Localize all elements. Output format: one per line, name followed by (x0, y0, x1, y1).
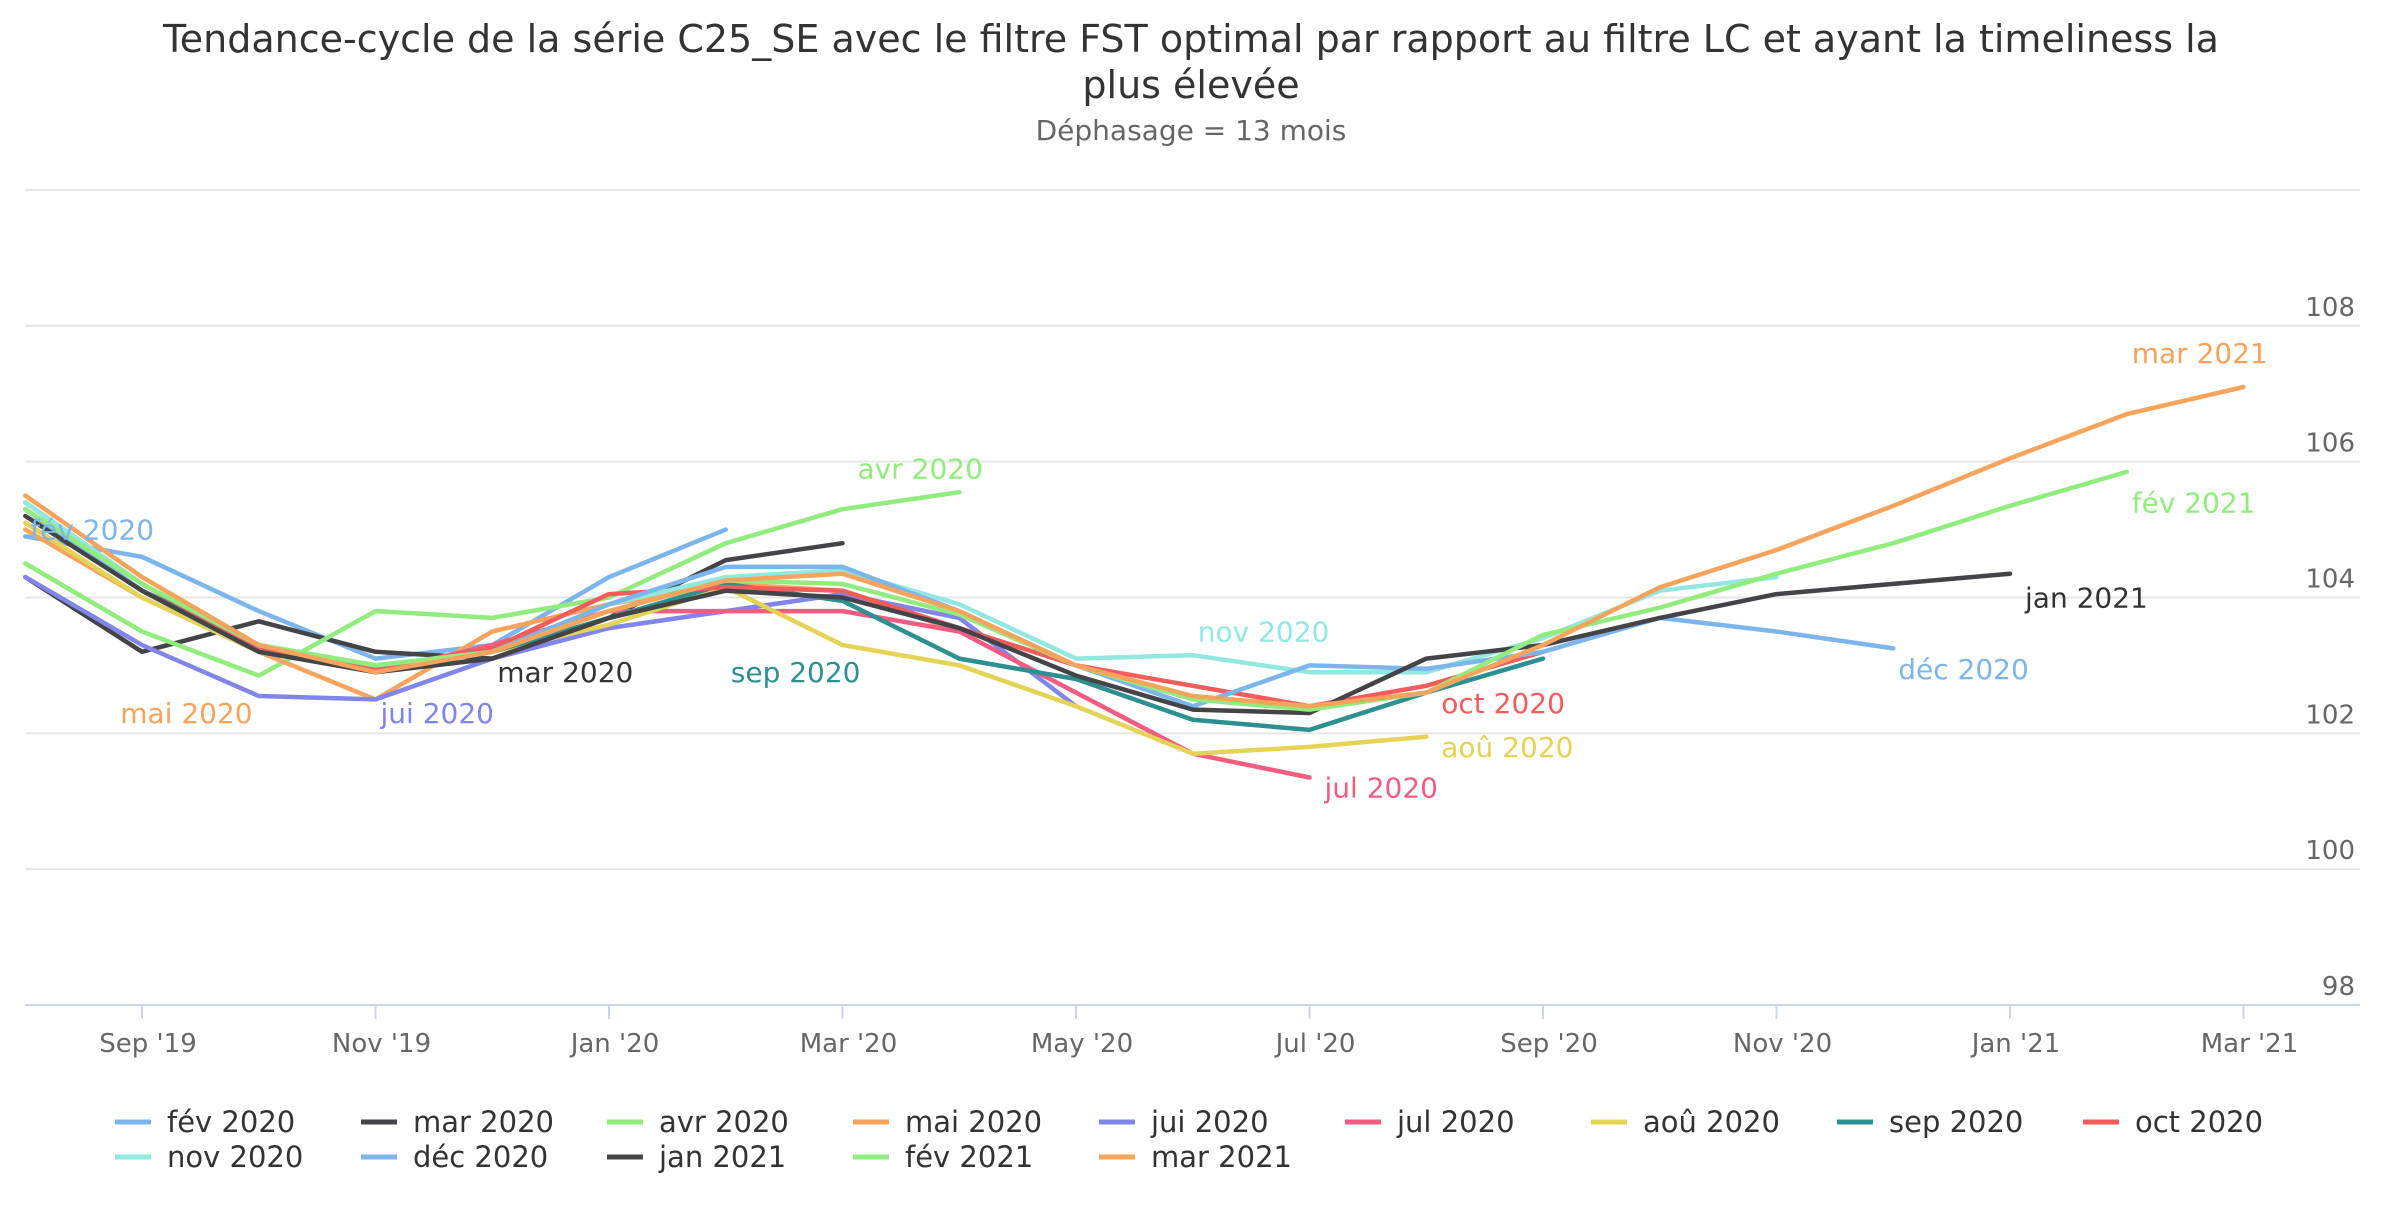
legend-label: fév 2021 (905, 1140, 1033, 1174)
x-tick-label: Mar '21 (2201, 1029, 2299, 1059)
x-tick-label: Sep '20 (1500, 1029, 1598, 1059)
legend-item[interactable]: mar 2021 (1099, 1140, 1292, 1174)
x-tick-label: Mar '20 (800, 1029, 898, 1059)
y-tick-label: 102 (2305, 700, 2355, 730)
series-line (23, 540, 845, 661)
series-line (23, 574, 1079, 709)
legend-label: oct 2020 (2135, 1105, 2263, 1139)
legend-label: fév 2020 (167, 1105, 295, 1139)
series-label: mar 2021 (2132, 337, 2268, 370)
legend-item[interactable]: jul 2020 (1345, 1105, 1515, 1139)
chart-subtitle: Déphasage = 13 mois (1036, 114, 1347, 147)
grid-lines (25, 189, 2360, 1006)
legend-label: mar 2021 (1151, 1140, 1292, 1174)
legend-label: déc 2020 (413, 1140, 548, 1174)
x-tick-label: Jul '20 (1274, 1029, 1356, 1059)
series-line (23, 489, 962, 678)
legend-item[interactable]: sep 2020 (1837, 1105, 2023, 1139)
legend-item[interactable]: fév 2020 (115, 1105, 295, 1139)
y-tick-label: 106 (2305, 429, 2355, 459)
series-labels: fév 2020 mar 2020 avr 2020 mai 2020 jui 2020… (30, 337, 2268, 805)
y-tick-label: 100 (2305, 836, 2355, 866)
legend-label: jan 2021 (658, 1140, 786, 1174)
series-label: déc 2020 (1898, 653, 2029, 686)
series-line (23, 384, 2246, 709)
chart-title-line: Tendance-cycle de la série C25_SE avec l… (162, 17, 2219, 61)
legend-label: nov 2020 (167, 1140, 303, 1174)
chart-title: Tendance-cycle de la série C25_SE avec l… (162, 17, 2219, 107)
x-tick-label: Nov '19 (332, 1029, 431, 1059)
legend-label: sep 2020 (1889, 1105, 2023, 1139)
legend-item[interactable]: aoû 2020 (1591, 1105, 1780, 1139)
legend-label: aoû 2020 (1643, 1105, 1780, 1139)
series-lines (23, 384, 2246, 780)
legend-item[interactable]: nov 2020 (115, 1140, 303, 1174)
legend-item[interactable]: oct 2020 (2083, 1105, 2263, 1139)
series-label: mai 2020 (120, 697, 252, 730)
series-line (23, 527, 729, 661)
legend-item[interactable]: jui 2020 (1099, 1105, 1269, 1139)
x-tick-label: May '20 (1031, 1029, 1133, 1059)
series-label: aoû 2020 (1441, 731, 1573, 764)
series-label: fév 2020 (30, 514, 154, 547)
legend-item[interactable]: déc 2020 (361, 1140, 548, 1174)
series-label: jan 2021 (2024, 582, 2148, 615)
series-label: jui 2020 (380, 697, 494, 730)
y-tick-label: 108 (2305, 293, 2355, 323)
legend-label: mar 2020 (413, 1105, 554, 1139)
legend-item[interactable]: mar 2020 (361, 1105, 554, 1139)
legend-label: mai 2020 (905, 1105, 1042, 1139)
series-label: fév 2021 (2132, 486, 2256, 519)
series-label: avr 2020 (858, 452, 983, 485)
series-label: mar 2020 (497, 656, 633, 689)
y-tick-label: 104 (2305, 565, 2355, 595)
x-tick-label: Jan '20 (569, 1029, 660, 1059)
x-tick-label: Jan '21 (1970, 1029, 2061, 1059)
series-line (23, 506, 1312, 780)
x-tick-label: Sep '19 (99, 1029, 197, 1059)
legend-item[interactable]: mai 2020 (853, 1105, 1042, 1139)
series-label: nov 2020 (1198, 615, 1330, 648)
x-tick-label: Nov '20 (1733, 1029, 1832, 1059)
legend-item[interactable]: avr 2020 (607, 1105, 789, 1139)
series-label: jul 2020 (1324, 772, 1438, 805)
x-axis: Sep '19 Nov '19 Jan '20 Mar '20 May '20 Jul '… (25, 1004, 2360, 1059)
legend: fév 2020 mar 2020 avr 2020 mai 2020 jui 2020… (115, 1105, 2263, 1174)
series-label: oct 2020 (1441, 687, 1565, 720)
legend-item[interactable]: fév 2021 (853, 1140, 1033, 1174)
legend-label: jul 2020 (1396, 1105, 1515, 1139)
y-axis: 98 100 102 104 106 108 (2305, 293, 2355, 1002)
y-tick-label: 98 (2322, 972, 2355, 1002)
series-label: sep 2020 (731, 656, 861, 689)
legend-label: avr 2020 (659, 1105, 789, 1139)
chart-title-line: plus élevée (1082, 63, 1299, 107)
legend-label: jui 2020 (1150, 1105, 1269, 1139)
legend-item[interactable]: jan 2021 (607, 1140, 786, 1174)
